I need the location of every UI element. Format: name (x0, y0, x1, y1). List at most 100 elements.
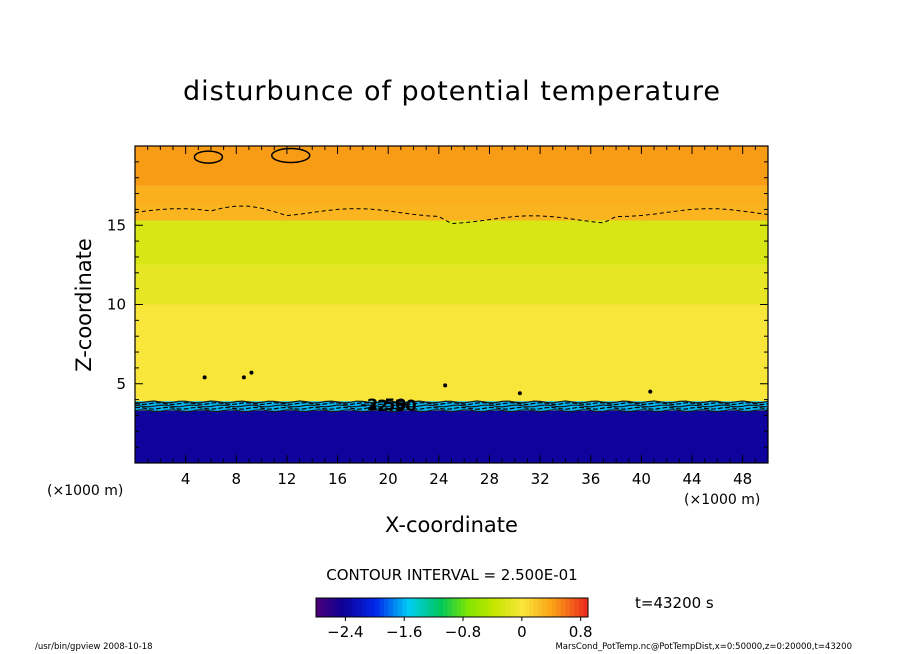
colorbar-cell-8 (352, 598, 358, 617)
x-unit-label-left: (×1000 m) (47, 483, 124, 499)
colorbar-tick-label-4: 0.8 (569, 623, 593, 641)
colorbar-tick-label-2: −0.8 (445, 623, 481, 641)
colorbar-cell-58 (578, 598, 584, 617)
colorbar-cell-30 (452, 598, 458, 617)
colorbar-cell-31 (456, 598, 462, 617)
colorbar-cell-56 (569, 598, 575, 617)
colorbar-frame (315, 597, 589, 618)
colorbar-cell-1 (320, 598, 326, 617)
colorbar-cell-15 (384, 598, 390, 617)
colorbar-cell-34 (470, 598, 476, 617)
colorbar-cell-48 (533, 598, 539, 617)
contour-band-line-2 (135, 404, 768, 408)
colorbar-cell-54 (560, 598, 566, 617)
colorbar-cell-24 (424, 598, 430, 617)
colorbar-tick-label-0: −2.4 (327, 623, 363, 641)
contour-blob-1 (241, 375, 246, 380)
heatmap-shade-1 (135, 185, 768, 205)
colorbar-cell-9 (356, 598, 362, 617)
heatmap-shade-3 (135, 264, 768, 305)
heatmap-band-2 (135, 304, 768, 402)
colorbar-cell-36 (479, 598, 485, 617)
colorbar-cell-21 (411, 598, 417, 617)
colorbar-cell-23 (420, 598, 426, 617)
x-tick-label-4: 4 (181, 470, 191, 488)
colorbar-cell-57 (574, 598, 580, 617)
colorbar-cell-26 (433, 598, 439, 617)
contour-interval-label: CONTOUR INTERVAL = 2.500E-01 (326, 566, 578, 584)
colorbar-cell-40 (497, 598, 503, 617)
heatmap-shade-0 (135, 146, 768, 186)
colorbar-cell-0 (316, 598, 322, 617)
colorbar-cell-25 (429, 598, 435, 617)
colorbar-cell-13 (374, 598, 380, 617)
contour-band-line-4 (135, 400, 768, 404)
x-tick-label-12: 12 (277, 470, 296, 488)
x-tick-label-8: 8 (232, 470, 242, 488)
x-axis-ticks: 4 8 12 16 20 24 28 32 36 40 44 48 (147, 146, 756, 488)
colorbar-cell-4 (334, 598, 340, 617)
x-tick-label-20: 20 (379, 470, 398, 488)
colorbar-cell-47 (529, 598, 535, 617)
colorbar-cell-39 (492, 598, 498, 617)
colorbar-cell-6 (343, 598, 349, 617)
contour-blob-3 (443, 383, 448, 388)
y-axis-ticks: 5 10 15 (107, 161, 768, 448)
colorbar-cell-49 (538, 598, 544, 617)
y-tick-label-5: 5 (116, 375, 126, 393)
x-tick-label-16: 16 (328, 470, 347, 488)
colorbar: −2.4 −1.6 −0.8 0 0.8 (315, 597, 593, 641)
colorbar-cell-42 (506, 598, 512, 617)
x-tick-label-28: 28 (480, 470, 499, 488)
chart-title: disturbunce of potential temperature (183, 76, 721, 107)
colorbar-cell-29 (447, 598, 453, 617)
colorbar-cell-46 (524, 598, 530, 617)
y-tick-label-10: 10 (107, 296, 126, 314)
colorbar-cell-17 (393, 598, 399, 617)
colorbar-cell-18 (397, 598, 403, 617)
x-tick-label-24: 24 (429, 470, 448, 488)
colorbar-cell-12 (370, 598, 376, 617)
time-label: t=43200 s (635, 594, 714, 612)
contour-lines: -2.50-2.50 (135, 147, 768, 415)
colorbar-cell-45 (520, 598, 526, 617)
x-tick-label-36: 36 (581, 470, 600, 488)
footer-right-caption: MarsCond_PotTemp.nc@PotTempDist,x=0:5000… (555, 642, 852, 652)
colorbar-cell-38 (488, 598, 494, 617)
contour-closed-2 (270, 147, 311, 164)
colorbar-cell-35 (474, 598, 480, 617)
contour-band-line-1 (135, 406, 768, 410)
contour-blob-5 (517, 391, 522, 396)
colorbar-cell-50 (542, 598, 548, 617)
contour-band-line-3 (135, 401, 768, 406)
contour-blob-0 (202, 375, 207, 380)
colorbar-cell-16 (388, 598, 394, 617)
colorbar-cell-20 (406, 598, 412, 617)
colorbar-cell-43 (510, 598, 516, 617)
contour-dashed-upper (135, 205, 768, 225)
x-unit-label-right: (×1000 m) (684, 492, 761, 508)
colorbar-cell-7 (347, 598, 353, 617)
colorbar-cell-53 (556, 598, 562, 617)
colorbar-cell-28 (442, 598, 448, 617)
colorbar-cell-37 (483, 598, 489, 617)
colorbar-cell-32 (461, 598, 467, 617)
x-axis-label: X-coordinate (385, 513, 518, 537)
colorbar-cell-10 (361, 598, 367, 617)
contour-closed-1 (193, 150, 224, 164)
heatmap-shade-2 (135, 220, 768, 265)
colorbar-cell-5 (338, 598, 344, 617)
colorbar-cell-19 (402, 598, 408, 617)
y-tick-label-15: 15 (107, 216, 126, 234)
colorbar-cell-59 (583, 598, 589, 617)
colorbar-tick-label-3: 0 (517, 623, 527, 641)
contour-blob-4 (648, 389, 653, 394)
x-tick-label-44: 44 (682, 470, 701, 488)
colorbar-cell-33 (465, 598, 471, 617)
heatmap-band-0 (135, 410, 768, 463)
contour-blob-2 (249, 370, 254, 375)
colorbar-cell-51 (547, 598, 553, 617)
x-tick-label-48: 48 (733, 470, 752, 488)
colorbar-cell-52 (551, 598, 557, 617)
